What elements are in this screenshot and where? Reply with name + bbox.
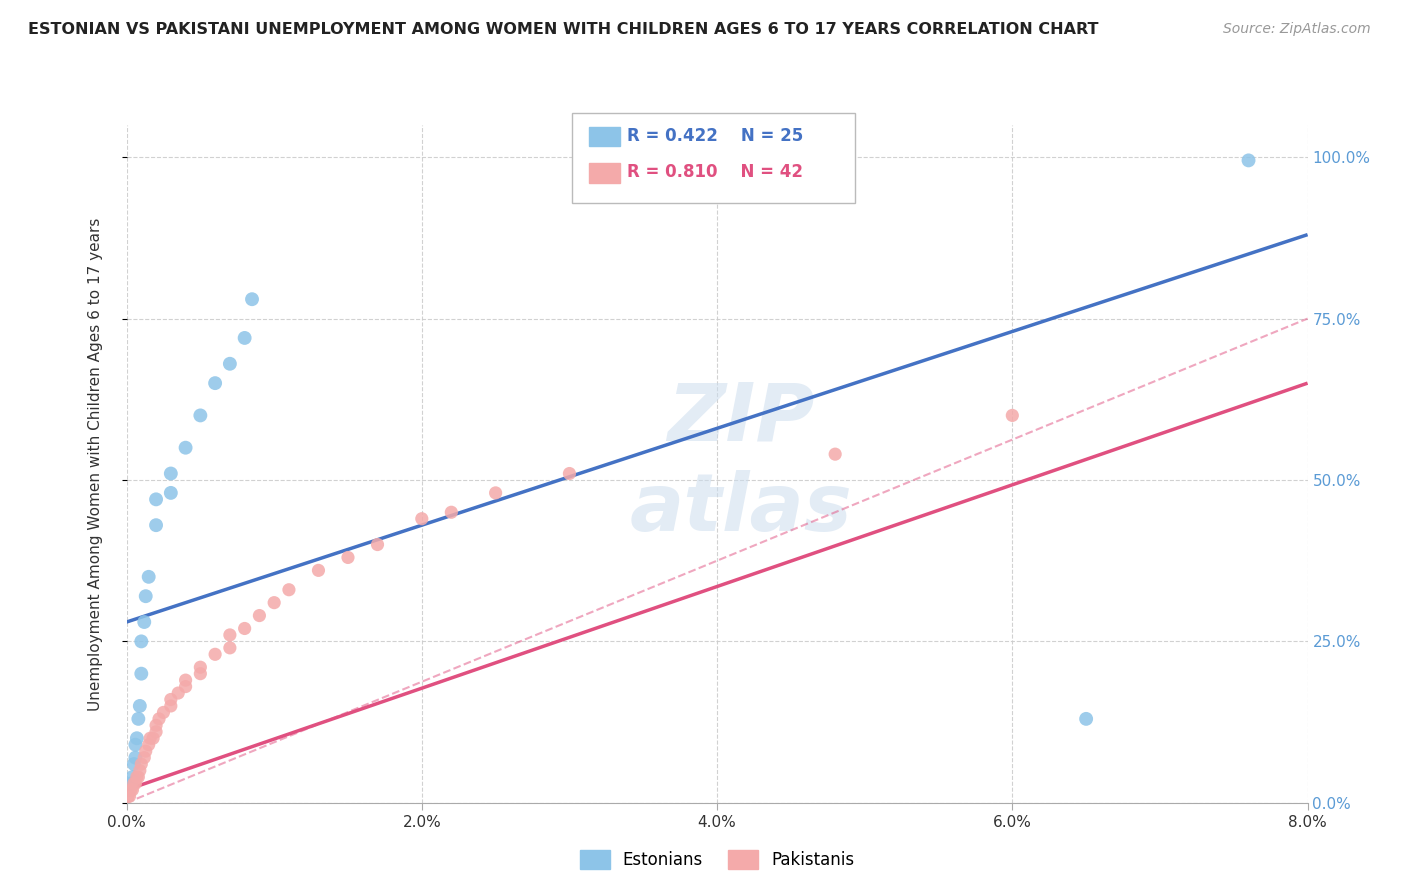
Point	[129, 666, 153, 681]
Text: Source: ZipAtlas.com: Source: ZipAtlas.com	[1223, 22, 1371, 37]
Y-axis label: Unemployment Among Women with Children Ages 6 to 17 years: Unemployment Among Women with Children A…	[89, 217, 103, 711]
Point	[278, 582, 301, 597]
Point	[125, 731, 148, 746]
Point	[366, 537, 388, 551]
Point	[1001, 409, 1024, 423]
Point	[219, 357, 242, 371]
Point	[129, 757, 153, 772]
Point	[145, 724, 167, 739]
Point	[121, 770, 143, 784]
Point	[135, 589, 157, 603]
Point	[174, 673, 197, 687]
Point	[188, 409, 211, 423]
Point	[122, 776, 145, 790]
Point	[160, 698, 183, 713]
Legend: Estonians, Pakistanis: Estonians, Pakistanis	[572, 844, 862, 876]
Point	[120, 776, 142, 790]
Point	[204, 648, 226, 662]
Point	[134, 615, 156, 629]
Point	[148, 712, 170, 726]
Text: R = 0.810    N = 42: R = 0.810 N = 42	[627, 163, 803, 181]
Point	[142, 731, 165, 746]
Point	[219, 628, 242, 642]
Point	[558, 467, 581, 481]
Point	[128, 764, 150, 778]
Point	[307, 563, 329, 577]
Point	[145, 518, 167, 533]
Point	[188, 660, 211, 674]
Point	[135, 744, 157, 758]
Text: R = 0.422    N = 25: R = 0.422 N = 25	[627, 127, 803, 145]
Point	[263, 596, 285, 610]
Point	[125, 770, 148, 784]
Text: ESTONIAN VS PAKISTANI UNEMPLOYMENT AMONG WOMEN WITH CHILDREN AGES 6 TO 17 YEARS : ESTONIAN VS PAKISTANI UNEMPLOYMENT AMONG…	[28, 22, 1098, 37]
Point	[124, 738, 146, 752]
Point	[129, 634, 153, 648]
Point	[152, 706, 174, 720]
Point	[204, 376, 226, 391]
Text: ZIP
atlas: ZIP atlas	[630, 380, 852, 548]
Point	[124, 776, 146, 790]
Point	[411, 512, 433, 526]
Point	[138, 570, 160, 584]
Point	[127, 770, 149, 784]
Point	[121, 783, 143, 797]
Point	[174, 680, 197, 694]
Point	[167, 686, 190, 700]
Point	[247, 608, 270, 623]
Point	[139, 731, 162, 746]
Point	[120, 783, 142, 797]
Point	[337, 550, 360, 565]
Point	[1076, 712, 1098, 726]
Point	[160, 486, 183, 500]
Point	[138, 738, 160, 752]
Point	[118, 789, 141, 804]
Point	[145, 718, 167, 732]
Point	[233, 331, 256, 345]
Point	[233, 622, 256, 636]
Point	[174, 441, 197, 455]
Point	[127, 712, 149, 726]
Point	[484, 486, 508, 500]
Point	[124, 750, 146, 764]
Point	[128, 698, 150, 713]
Point	[188, 666, 211, 681]
Point	[134, 750, 156, 764]
Point	[160, 692, 183, 706]
Point	[240, 292, 263, 306]
Point	[440, 505, 463, 519]
Point	[117, 789, 139, 804]
Point	[160, 467, 183, 481]
Point	[1237, 153, 1260, 168]
Point	[145, 492, 167, 507]
Point	[824, 447, 846, 461]
Point	[122, 757, 145, 772]
Point	[219, 640, 242, 655]
